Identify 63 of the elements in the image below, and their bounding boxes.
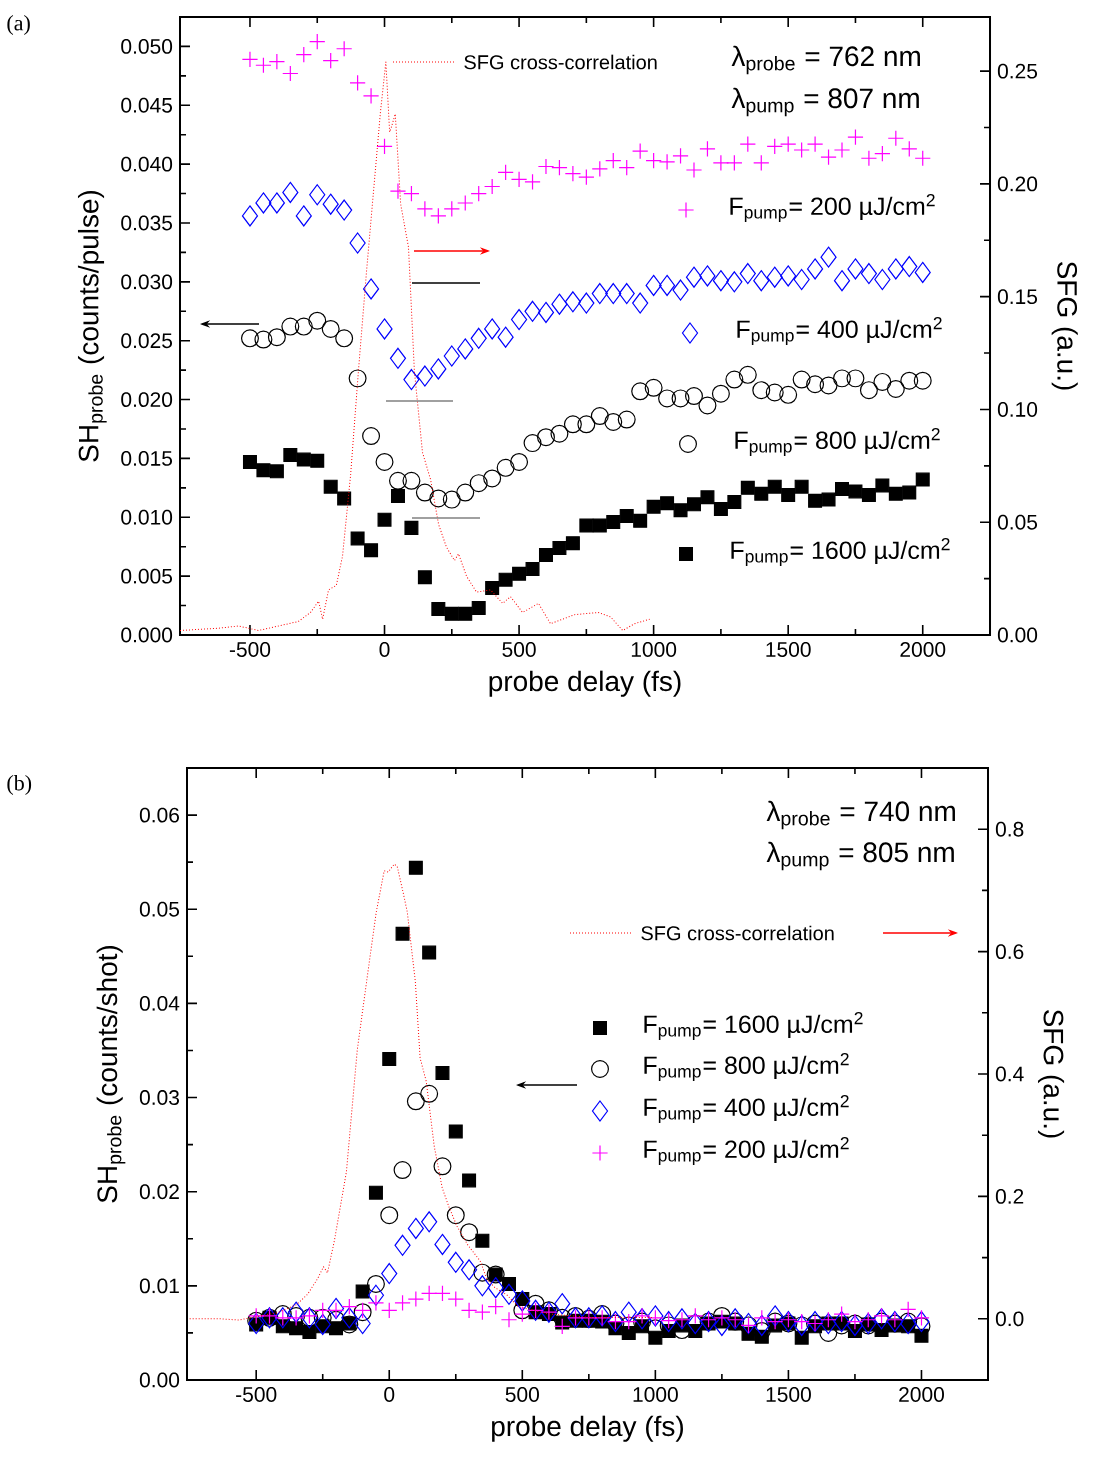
- y2-tick-label: 0.00: [997, 627, 1038, 643]
- legend-label: F$_{pump}$= 800 µJ/cm$^{2}$: [735, 427, 940, 457]
- y2-tick-label: 0.15: [997, 289, 1038, 305]
- y-tick-label: 0.015: [121, 451, 173, 466]
- y-axis-title: SH$_{probe}$ (counts/shot): [96, 945, 126, 1203]
- y-tick-label: 0.02: [139, 1184, 179, 1200]
- legend-label: F$_{pump}$= 400 µJ/cm$^{2}$: [737, 316, 942, 346]
- legend-label: F$_{pump}$= 200 µJ/cm$^{2}$: [644, 1136, 849, 1166]
- y-tick-label: 0.030: [121, 274, 173, 290]
- annotation: λ$_{probe}$ = 762 nm: [731, 45, 920, 75]
- y-tick-label: 0.040: [121, 156, 173, 172]
- y-tick-label: 0.010: [121, 509, 173, 525]
- x-tick-label: 1000: [633, 1387, 678, 1402]
- annotation: λ$_{pump}$ = 805 nm: [766, 841, 954, 871]
- x-tick-label: -500: [229, 642, 271, 657]
- x-tick-label: 500: [502, 642, 536, 657]
- legend-label: SFG cross-correlation: [464, 54, 657, 70]
- y-tick-label: 0.06: [139, 807, 180, 823]
- x-tick-label: 0: [379, 642, 390, 657]
- y2-tick-label: 0.2: [995, 1188, 1024, 1204]
- x-tick-label: 2000: [900, 642, 946, 657]
- x-tick-label: 1500: [766, 642, 811, 657]
- y-tick-label: 0.01: [139, 1278, 179, 1294]
- y2-axis-title: SFG (a.u.): [1037, 1009, 1065, 1138]
- y2-tick-label: 0.10: [997, 402, 1038, 417]
- x-axis-title: probe delay (fs): [492, 1415, 683, 1442]
- y2-tick-label: 0.4: [995, 1066, 1024, 1082]
- y-tick-label: 0.045: [121, 97, 173, 113]
- y2-tick-label: 0.25: [997, 63, 1038, 79]
- chart-title: (a): [7, 15, 30, 35]
- x-tick-label: 1000: [631, 642, 677, 657]
- legend-label: F$_{pump}$= 800 µJ/cm$^{2}$: [644, 1052, 849, 1082]
- y-tick-label: 0.00: [139, 1372, 180, 1388]
- y-tick-label: 0.03: [139, 1090, 180, 1105]
- legend-label: SFG cross-correlation: [641, 925, 834, 941]
- x-tick-label: 0: [384, 1387, 395, 1402]
- annotation: λ$_{probe}$ = 740 nm: [766, 800, 955, 830]
- y-tick-label: 0.035: [121, 215, 173, 231]
- y2-tick-label: 0.20: [997, 176, 1038, 192]
- legend-label: F$_{pump}$= 1600 µJ/cm$^{2}$: [731, 537, 950, 567]
- y-tick-label: 0.005: [121, 568, 173, 584]
- x-tick-label: 1500: [766, 1387, 811, 1402]
- y2-tick-label: 0.6: [995, 944, 1024, 960]
- y-tick-label: 0.000: [121, 627, 173, 643]
- y2-tick-label: 0.0: [995, 1311, 1024, 1327]
- x-tick-label: -500: [236, 1387, 277, 1402]
- y-tick-label: 0.025: [121, 333, 173, 349]
- y2-tick-label: 0.8: [995, 821, 1024, 837]
- legend-label: F$_{pump}$= 1600 µJ/cm$^{2}$: [644, 1011, 863, 1041]
- x-tick-label: 500: [505, 1387, 539, 1402]
- y2-tick-label: 0.05: [997, 514, 1038, 530]
- y-tick-label: 0.04: [139, 995, 180, 1011]
- y-tick-label: 0.020: [121, 392, 173, 408]
- x-axis-title: probe delay (fs): [489, 670, 681, 697]
- legend-label: F$_{pump}$= 400 µJ/cm$^{2}$: [644, 1094, 849, 1124]
- legend-label: F$_{pump}$= 200 µJ/cm$^{2}$: [730, 193, 935, 223]
- y-tick-label: 0.05: [139, 901, 180, 917]
- chart-title: (b): [7, 775, 32, 795]
- annotation: λ$_{pump}$ = 807 nm: [731, 87, 919, 117]
- y-tick-label: 0.050: [121, 38, 173, 54]
- y-axis-title: SH$_{probe}$ (counts/pulse): [77, 190, 107, 462]
- y2-axis-title: SFG (a.u.): [1051, 261, 1078, 390]
- x-tick-label: 2000: [899, 1387, 944, 1402]
